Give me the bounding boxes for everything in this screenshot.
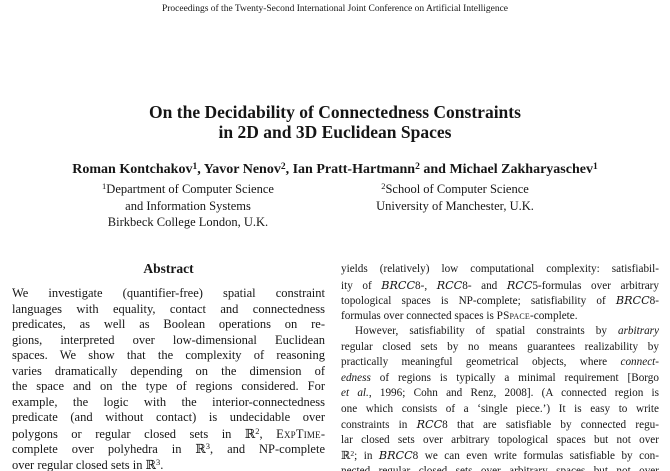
right-column: yields (relatively) low computational co…: [341, 262, 659, 471]
text-line: predicates, as well as Boolean operation…: [12, 317, 325, 331]
text-line: complete over polyhedra in ℝ3, and NP-co…: [12, 441, 325, 456]
authors-line: Roman Kontchakov1, Yavor Nenov2, Ian Pra…: [72, 162, 598, 177]
text-line: edness of regions is typically a minimal…: [341, 371, 659, 384]
title-line-2: in 2D and 3D Euclidean Spaces: [218, 122, 452, 142]
text-line: ity of BRCC8-, RCC8- and RCC5-formulas o…: [341, 278, 659, 292]
affiliation-manchester: 2School of Computer Science University o…: [305, 181, 605, 214]
text-line: languages with equality, contact and con…: [12, 301, 325, 316]
text-line: practically meaningful geometrical objec…: [341, 356, 659, 368]
text-line: polygons or regular closed sets in ℝ2, E…: [12, 425, 325, 441]
paper-title: On the Decidability of Connectedness Con…: [0, 102, 670, 142]
affiliation-line: 2School of Computer Science: [381, 181, 529, 196]
affiliation-line: 1Department of Computer Science: [102, 181, 274, 196]
text-line: formulas over connected spaces is PSpace…: [341, 309, 578, 322]
text-line: over regular closed sets in ℝ3.: [12, 456, 164, 471]
text-line: regular closed sets by no means guarante…: [341, 340, 659, 353]
text-line: gions, interpreted over low-dimensional …: [12, 332, 325, 347]
text-line: ℝ2; in BRCC8 we can even write formulas …: [341, 448, 659, 462]
left-column: Abstract We investigate (quantifier-free…: [12, 261, 325, 471]
text-line: predicate (and without contact) is undec…: [12, 410, 325, 424]
body-paragraph-2: However, satisfiability of spatial const…: [341, 324, 659, 471]
abstract-body: We investigate (quantifier-free) spatial…: [12, 286, 325, 471]
text-line: We investigate (quantifier-free) spatial…: [12, 286, 325, 300]
text-line: topological spaces is NP-complete; satis…: [341, 294, 659, 307]
text-line: spaces. We show that the complexity of r…: [12, 348, 325, 362]
text-line: et al., 1996; Cohn and Renz, 2008]. (A c…: [341, 387, 659, 399]
text-line: yields (relatively) low computational co…: [341, 263, 659, 275]
body-paragraph-1: yields (relatively) low computational co…: [341, 262, 659, 324]
text-line: the space and on the type of regions con…: [12, 379, 325, 393]
affiliation-line: Birkbeck College London, U.K.: [107, 215, 269, 229]
affiliation-line: and Information Systems: [125, 198, 251, 213]
affiliation-line: University of Manchester, U.K.: [376, 198, 534, 213]
text-line: nected regular closed sets over arbitrar…: [341, 464, 659, 471]
title-line-1: On the Decidability of Connectedness Con…: [149, 102, 521, 122]
affiliation-birkbeck: 1Department of Computer Science and Info…: [38, 181, 338, 231]
text-line: example, the logic with the interior-con…: [12, 394, 325, 409]
text-line: However, satisfiability of spatial const…: [355, 325, 659, 337]
abstract-heading: Abstract: [143, 261, 194, 276]
proceedings-header: Proceedings of the Twenty-Second Interna…: [161, 4, 509, 14]
text-line: lar closed sets over arbitrary topologic…: [341, 433, 659, 446]
text-line: one which consists of a ‘single piece.’)…: [341, 402, 659, 415]
text-line: varies dramatically depending on the dim…: [12, 363, 325, 378]
text-line: constraints in RCC8 that are satisfiable…: [341, 418, 659, 431]
